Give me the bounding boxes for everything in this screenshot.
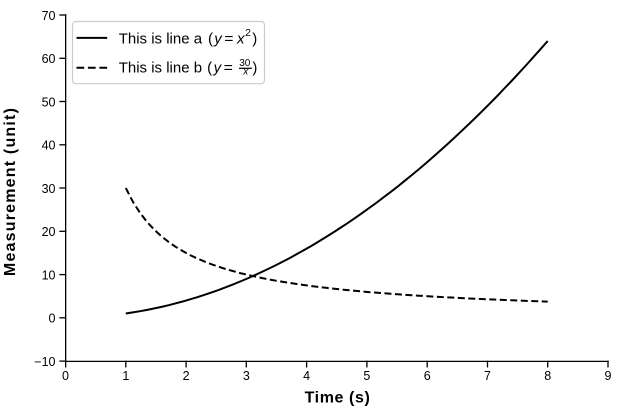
- svg-text:0: 0: [62, 369, 69, 383]
- svg-text:x: x: [236, 31, 245, 48]
- svg-text:Measurement (unit): Measurement (unit): [2, 107, 19, 276]
- svg-text:70: 70: [42, 9, 56, 23]
- svg-text:This is line a: This is line a: [119, 31, 203, 48]
- svg-text:6: 6: [424, 369, 431, 383]
- svg-text:8: 8: [544, 369, 551, 383]
- svg-text:9: 9: [605, 369, 612, 383]
- svg-text:(: (: [207, 59, 212, 76]
- svg-text:y: y: [213, 59, 223, 76]
- svg-text:30: 30: [42, 182, 56, 196]
- svg-text:): ): [252, 59, 257, 76]
- svg-text:−10: −10: [34, 355, 55, 369]
- svg-text:): ): [252, 31, 257, 48]
- svg-text:40: 40: [42, 139, 56, 153]
- svg-text:0: 0: [49, 312, 56, 326]
- svg-text:10: 10: [42, 269, 56, 283]
- svg-text:(: (: [208, 31, 213, 48]
- svg-text:7: 7: [484, 369, 491, 383]
- svg-text:This is line b: This is line b: [119, 59, 202, 76]
- svg-text:x: x: [242, 66, 249, 77]
- svg-text:20: 20: [42, 225, 56, 239]
- svg-text:y: y: [213, 31, 223, 48]
- svg-text:50: 50: [42, 95, 56, 109]
- svg-text:=: =: [224, 31, 233, 48]
- svg-text:60: 60: [42, 52, 56, 66]
- svg-text:3: 3: [243, 369, 250, 383]
- svg-text:5: 5: [363, 369, 370, 383]
- svg-text:30: 30: [239, 58, 251, 69]
- svg-text:4: 4: [303, 369, 310, 383]
- svg-text:2: 2: [183, 369, 190, 383]
- svg-text:Time (s): Time (s): [305, 389, 371, 406]
- svg-text:2: 2: [245, 27, 251, 39]
- svg-text:1: 1: [122, 369, 129, 383]
- svg-text:=: =: [224, 59, 233, 76]
